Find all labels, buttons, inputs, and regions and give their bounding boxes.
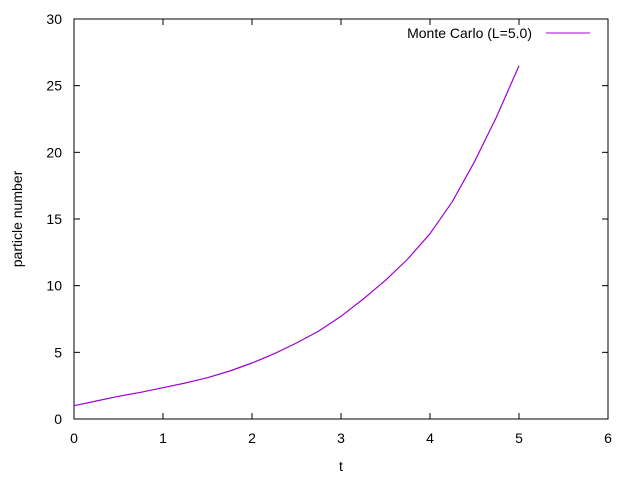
x-tick-label: 1 [159,430,167,446]
x-tick-label: 6 [604,430,612,446]
x-tick-label: 0 [70,430,78,446]
axis-tick-labels: 0 1 2 3 4 5 6 0 5 10 15 20 25 30 [46,11,612,446]
y-tick-label: 10 [46,278,62,294]
x-tick-label: 4 [426,430,434,446]
y-tick-label: 0 [54,411,62,427]
plot-frame [73,18,609,420]
y-axis-label: particle number [9,170,25,267]
x-axis-label: t [339,458,343,474]
y-tick-label: 30 [46,11,62,27]
y-tick-label: 5 [54,344,62,360]
y-tick-label: 25 [46,78,62,94]
series-group [73,65,520,407]
x-tick-label: 2 [248,430,256,446]
y-tick-label: 15 [46,211,62,227]
axis-ticks [73,18,609,420]
series-line [73,65,520,407]
x-tick-label: 3 [337,430,345,446]
legend-label: Monte Carlo (L=5.0) [407,25,532,41]
legend: Monte Carlo (L=5.0) [407,25,590,41]
y-tick-label: 20 [46,144,62,160]
x-tick-label: 5 [515,430,523,446]
